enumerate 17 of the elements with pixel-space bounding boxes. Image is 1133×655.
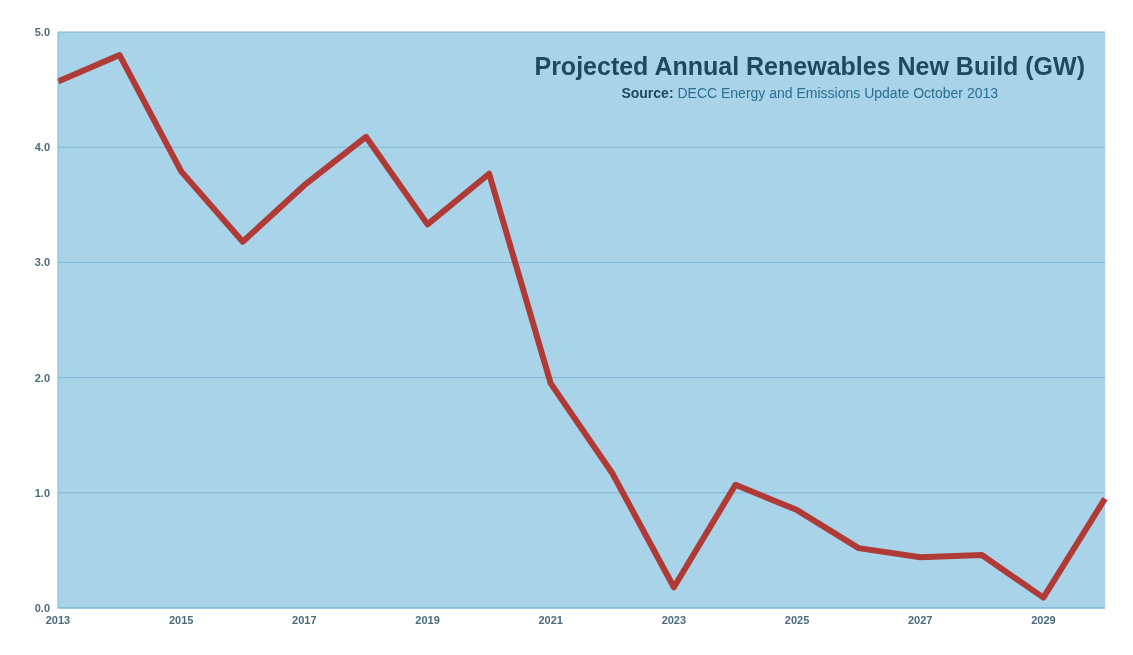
x-tick-label: 2025	[784, 613, 810, 626]
y-tick-label: 4.0	[34, 141, 50, 154]
text: Projected Annual Renewables New Build (GW)	[534, 52, 1085, 81]
x-tick-label: 2021	[538, 613, 563, 626]
x-tick-label: 2019	[415, 613, 440, 626]
y-tick-label: 1.0	[34, 486, 50, 499]
x-tick-label: 2023	[661, 613, 687, 626]
x-tick-label: 2015	[168, 613, 194, 626]
y-tick-label: 3.0	[34, 256, 50, 269]
x-tick-label: 2027	[907, 613, 933, 626]
x-tick-label: 2013	[45, 613, 71, 626]
x-tick-label: 2029	[1031, 613, 1056, 626]
text: Source: DECC Energy and Emissions Update October 2013	[620, 85, 1000, 101]
x-tick-label: 2017	[292, 613, 317, 626]
y-tick-label: 0.0	[34, 601, 50, 614]
y-tick-label: 5.0	[34, 25, 50, 38]
y-tick-label: 2.0	[34, 371, 50, 384]
